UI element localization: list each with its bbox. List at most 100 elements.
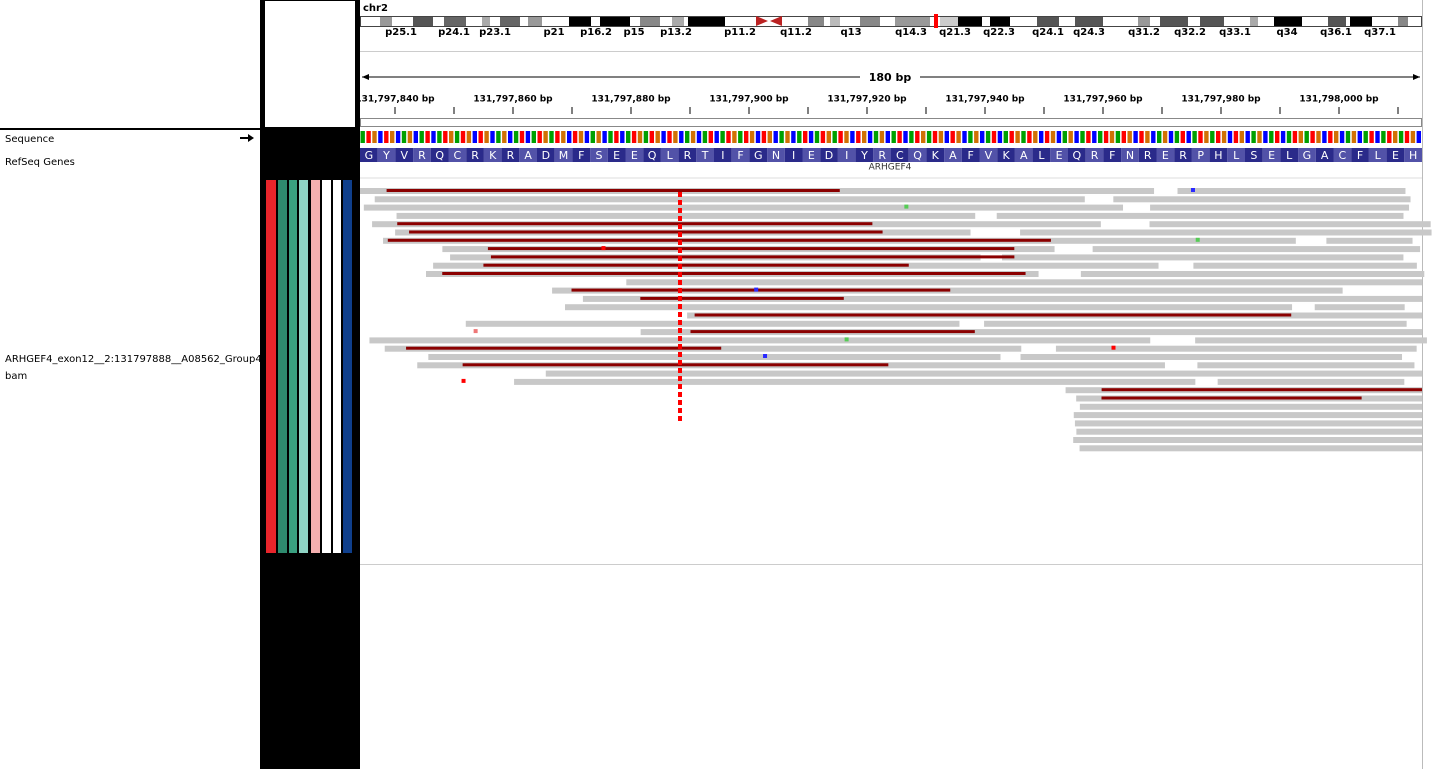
base (531, 131, 536, 143)
amino-acid: N (772, 149, 780, 162)
base (1328, 131, 1333, 143)
cytoband-label: q37.1 (1364, 27, 1396, 38)
base (1015, 131, 1020, 143)
attribute-cell (278, 180, 287, 553)
amino-acid: G (754, 149, 763, 162)
base (921, 131, 926, 143)
codon (873, 148, 891, 162)
amino-acid: C (454, 149, 462, 162)
base (1145, 131, 1150, 143)
base (555, 131, 560, 143)
variant (678, 240, 682, 245)
cytoband-label: q21.3 (939, 27, 971, 38)
base (572, 131, 578, 143)
read (1217, 378, 1405, 385)
variant (678, 344, 682, 349)
base (1198, 131, 1203, 143)
read (428, 354, 1001, 360)
base (484, 131, 489, 143)
amino-acid: R (471, 149, 479, 162)
base (974, 131, 979, 143)
variant (678, 256, 682, 261)
amino-acid: N (1126, 149, 1134, 162)
read (984, 320, 1407, 327)
base (926, 131, 932, 143)
base (820, 131, 826, 143)
amino-acid: G (1303, 149, 1312, 162)
amino-acid: F (1357, 149, 1363, 162)
cytoband (830, 17, 840, 26)
base (873, 131, 879, 143)
amino-acid: F (967, 149, 973, 162)
cytoband (958, 17, 982, 26)
base (797, 131, 802, 143)
cytoband (444, 17, 466, 26)
base (395, 131, 401, 143)
codon (660, 148, 679, 162)
codon (767, 148, 785, 162)
base (1345, 131, 1351, 143)
base (808, 131, 814, 143)
amino-acid: Q (648, 149, 657, 162)
base (944, 131, 949, 143)
base (649, 131, 654, 143)
amino-acid: R (1179, 149, 1187, 162)
base (702, 131, 708, 143)
ruler-label: 131,797,840 bp (355, 95, 435, 105)
base (1233, 131, 1239, 143)
base (991, 131, 997, 143)
variant (678, 264, 682, 269)
base (950, 131, 955, 143)
amino-acid: E (808, 149, 815, 162)
base (472, 131, 477, 143)
base (643, 131, 649, 143)
attribute-cell (299, 180, 308, 553)
base (679, 131, 684, 143)
cytoband (895, 17, 930, 26)
read (1074, 420, 1422, 427)
track-name: Sequence (5, 134, 54, 145)
base (1050, 131, 1056, 143)
base (513, 131, 519, 143)
amino-acid: A (1020, 149, 1028, 162)
read (1079, 445, 1422, 452)
cytoband (990, 17, 1010, 26)
ruler-label: 131,797,940 bp (945, 95, 1025, 105)
base (720, 131, 725, 143)
codon (413, 148, 431, 162)
cytoband (1160, 17, 1188, 26)
base (1098, 131, 1103, 143)
base (1139, 131, 1144, 143)
chromosome-label: chr2 (363, 3, 388, 14)
base (407, 131, 413, 143)
base (1322, 131, 1327, 143)
base (1245, 131, 1250, 143)
amino-acid: V (985, 149, 993, 162)
variant (678, 360, 682, 365)
strand-arrow[interactable] (240, 134, 254, 142)
cytoband-label: p15 (623, 27, 644, 38)
base (1151, 131, 1156, 143)
amino-acid: Y (382, 149, 390, 162)
base (1280, 131, 1286, 143)
amino-acid: H (1409, 149, 1417, 162)
amino-acid: E (1392, 149, 1399, 162)
base (1192, 131, 1197, 143)
base (608, 131, 613, 143)
base (1387, 131, 1392, 143)
variant (678, 368, 682, 373)
base (708, 131, 713, 143)
base (454, 131, 460, 143)
amino-acid: L (1233, 149, 1240, 162)
read (1177, 188, 1406, 194)
mismatch (461, 378, 466, 383)
base (431, 131, 436, 143)
codon (1333, 148, 1352, 162)
attribute-cell (266, 180, 276, 553)
variant (678, 224, 682, 229)
codon (979, 148, 998, 162)
ruler-box (360, 118, 1422, 127)
codon (908, 148, 927, 162)
base (443, 131, 448, 143)
base (384, 131, 389, 143)
